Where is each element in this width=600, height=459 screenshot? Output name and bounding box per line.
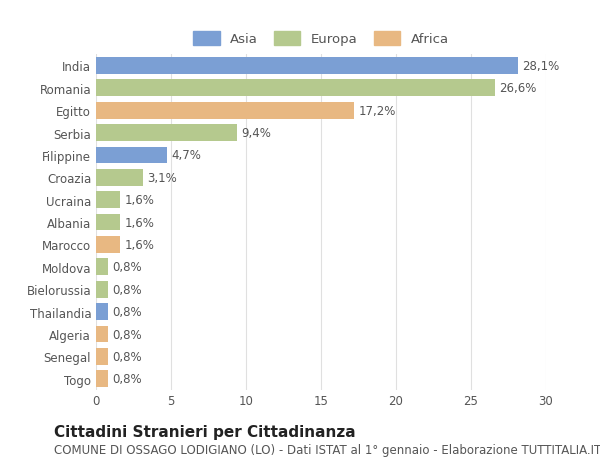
Bar [96, 326, 108, 343]
Text: 1,6%: 1,6% [125, 194, 154, 207]
Text: 4,7%: 4,7% [171, 149, 201, 162]
Text: 26,6%: 26,6% [500, 82, 537, 95]
Bar [96, 281, 108, 298]
Bar [96, 192, 120, 209]
Bar [96, 303, 108, 320]
Text: 0,8%: 0,8% [113, 350, 142, 363]
Legend: Asia, Europa, Africa: Asia, Europa, Africa [190, 28, 452, 50]
Bar [96, 214, 120, 231]
Bar [96, 147, 167, 164]
Text: 9,4%: 9,4% [242, 127, 271, 140]
Bar [96, 259, 108, 276]
Text: 0,8%: 0,8% [113, 306, 142, 319]
Text: 28,1%: 28,1% [522, 60, 559, 73]
Text: Cittadini Stranieri per Cittadinanza: Cittadini Stranieri per Cittadinanza [54, 425, 356, 440]
Bar [96, 58, 517, 75]
Text: 1,6%: 1,6% [125, 239, 154, 252]
Bar [96, 370, 108, 387]
Text: 17,2%: 17,2% [359, 105, 396, 118]
Bar [96, 125, 237, 142]
Bar [96, 348, 108, 365]
Text: 0,8%: 0,8% [113, 283, 142, 296]
Bar [96, 169, 143, 186]
Text: 0,8%: 0,8% [113, 373, 142, 386]
Text: COMUNE DI OSSAGO LODIGIANO (LO) - Dati ISTAT al 1° gennaio - Elaborazione TUTTIT: COMUNE DI OSSAGO LODIGIANO (LO) - Dati I… [54, 443, 600, 456]
Text: 3,1%: 3,1% [147, 172, 177, 185]
Bar [96, 80, 495, 97]
Text: 0,8%: 0,8% [113, 261, 142, 274]
Bar [96, 236, 120, 253]
Bar [96, 102, 354, 119]
Text: 1,6%: 1,6% [125, 216, 154, 229]
Text: 0,8%: 0,8% [113, 328, 142, 341]
